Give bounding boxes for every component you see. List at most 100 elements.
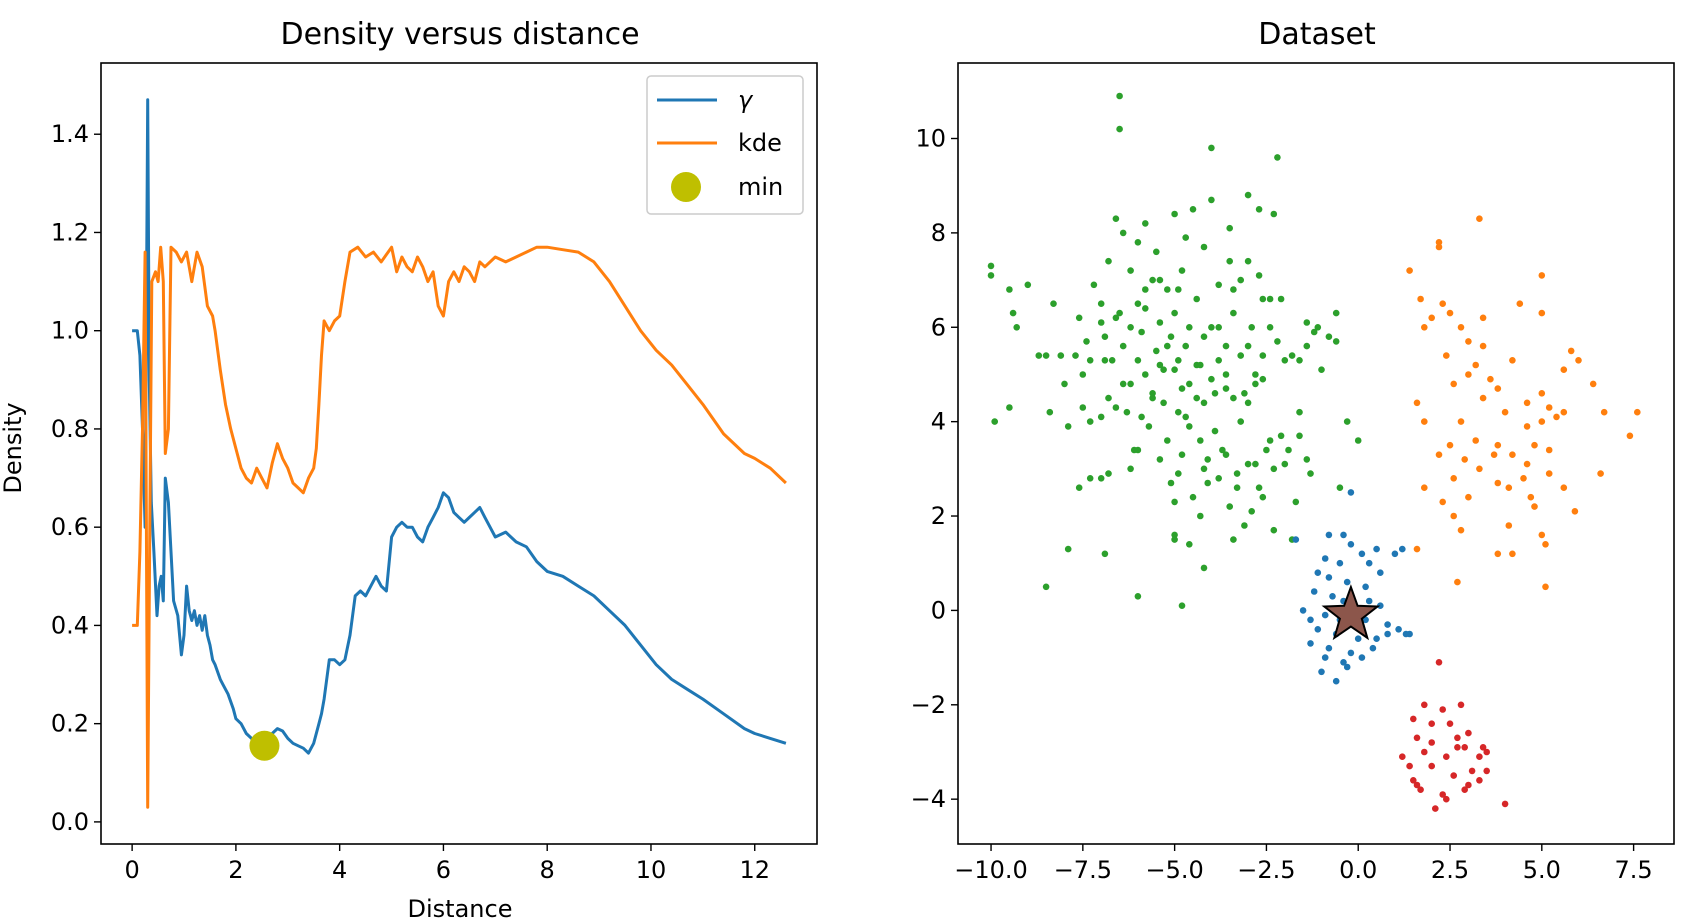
cluster-0-point (1281, 460, 1289, 468)
cluster-1-point (1553, 413, 1560, 421)
cluster-1-point (1472, 361, 1479, 369)
cluster-3-point (1410, 777, 1417, 784)
cluster-0-point (1296, 432, 1303, 440)
cluster-0-point (1116, 125, 1123, 133)
cluster-0-point (1215, 281, 1222, 289)
cluster-0-point (1112, 404, 1120, 411)
cluster-0-point (1072, 352, 1079, 359)
cluster-1-point (1538, 531, 1546, 539)
cluster-1-point (1435, 243, 1443, 251)
cluster-2-point (1325, 574, 1333, 581)
density-y-axis-label: Density (0, 402, 27, 493)
density-legend: γ kde min (646, 75, 804, 215)
cluster-0-point (1061, 380, 1068, 388)
cluster-0-point (1259, 493, 1267, 501)
legend-entry-min: min (671, 172, 783, 202)
cluster-2-point (1321, 611, 1329, 619)
cluster-0-point (1325, 333, 1333, 341)
cluster-0-point (1156, 361, 1164, 369)
cluster-0-point (1270, 526, 1278, 534)
cluster-0-point (1171, 210, 1178, 218)
cluster-1-point (1523, 460, 1531, 468)
cluster-0-point (1244, 399, 1252, 407)
cluster-1-point (1575, 357, 1582, 364)
cluster-0-point (1230, 309, 1237, 317)
cluster-0-point (1215, 324, 1222, 331)
cluster-0-point (1288, 352, 1296, 359)
cluster-1-point (1567, 347, 1575, 355)
density-x-tick-label: 2 (228, 856, 243, 884)
cluster-0-point (1009, 309, 1017, 317)
cluster-0-point (1222, 371, 1230, 378)
cluster-0-point (987, 262, 995, 270)
cluster-3-point (1461, 786, 1468, 793)
cluster-0-point (1042, 583, 1050, 591)
cluster-2-point (1321, 555, 1329, 562)
cluster-0-point (1116, 92, 1123, 100)
cluster-1-point (1505, 522, 1513, 529)
cluster-0-point (1156, 276, 1164, 284)
cluster-0-point (1035, 352, 1043, 359)
cluster-0-point (1303, 342, 1311, 350)
cluster-1-point (1494, 479, 1502, 487)
cluster-0-point (1127, 324, 1134, 331)
cluster-0-point (1013, 324, 1020, 331)
cluster-1-point (1538, 309, 1546, 317)
cluster-2-point (1314, 569, 1322, 576)
density-y-tick-label: 0.6 (51, 513, 89, 541)
cluster-0-point (991, 418, 998, 425)
dataset-y-tick-label: −4 (911, 785, 946, 813)
legend-min-swatch (671, 172, 701, 202)
cluster-2-point (1358, 654, 1366, 661)
cluster-1-point (1446, 441, 1454, 449)
cluster-0-point (1171, 309, 1178, 317)
cluster-1-point (1490, 451, 1498, 459)
cluster-1-point (1487, 375, 1494, 383)
cluster-1-point (1494, 441, 1502, 449)
cluster-0-point (1336, 484, 1344, 492)
cluster-1-point (1439, 300, 1446, 308)
cluster-0-point (1006, 404, 1013, 411)
cluster-1-point (1417, 295, 1424, 303)
cluster-1-point (1476, 465, 1483, 473)
cluster-0-point (1270, 465, 1278, 473)
cluster-2-point (1299, 607, 1307, 614)
density-x-ticks: 0 2 4 6 8 10 12 (124, 844, 770, 884)
cluster-3-point (1417, 786, 1424, 793)
cluster-1-point (1435, 239, 1443, 246)
cluster-0-point (1296, 408, 1303, 416)
legend-min-label: min (738, 173, 783, 201)
cluster-0-point (1116, 309, 1123, 317)
cluster-0-point (1075, 314, 1083, 322)
cluster-1-point (1509, 550, 1516, 558)
cluster-2-point (1391, 550, 1399, 558)
cluster-0-point (1134, 239, 1142, 246)
cluster-0-point (1105, 257, 1112, 265)
cluster-0-point (1175, 286, 1182, 293)
legend-entry-kde: kde (657, 129, 782, 157)
cluster-0-point (1119, 229, 1127, 237)
cluster-0-point (1266, 324, 1274, 331)
cluster-0-point (1226, 503, 1233, 510)
cluster-0-point (1259, 375, 1267, 383)
cluster-0-point (1064, 423, 1072, 430)
cluster-3-point (1421, 748, 1428, 756)
cluster-3-point (1413, 734, 1421, 742)
density-x-tick-label: 4 (332, 856, 347, 884)
cluster-2-point (1365, 559, 1373, 567)
cluster-0-point (1277, 295, 1285, 303)
cluster-0-point (1075, 484, 1083, 492)
cluster-0-point (1097, 300, 1105, 308)
cluster-2-point (1340, 531, 1347, 539)
cluster-0-point (1281, 357, 1289, 364)
cluster-0-point (1197, 361, 1204, 369)
cluster-0-point (1252, 460, 1259, 468)
kde-series-line (132, 245, 787, 809)
density-y-tick-label: 1.0 (51, 317, 89, 345)
cluster-2-point (1310, 588, 1318, 595)
cluster-0-point (1105, 470, 1112, 477)
cluster-0-point (1303, 319, 1311, 326)
cluster-2-point (1292, 536, 1300, 543)
cluster-0-point (1156, 456, 1164, 463)
